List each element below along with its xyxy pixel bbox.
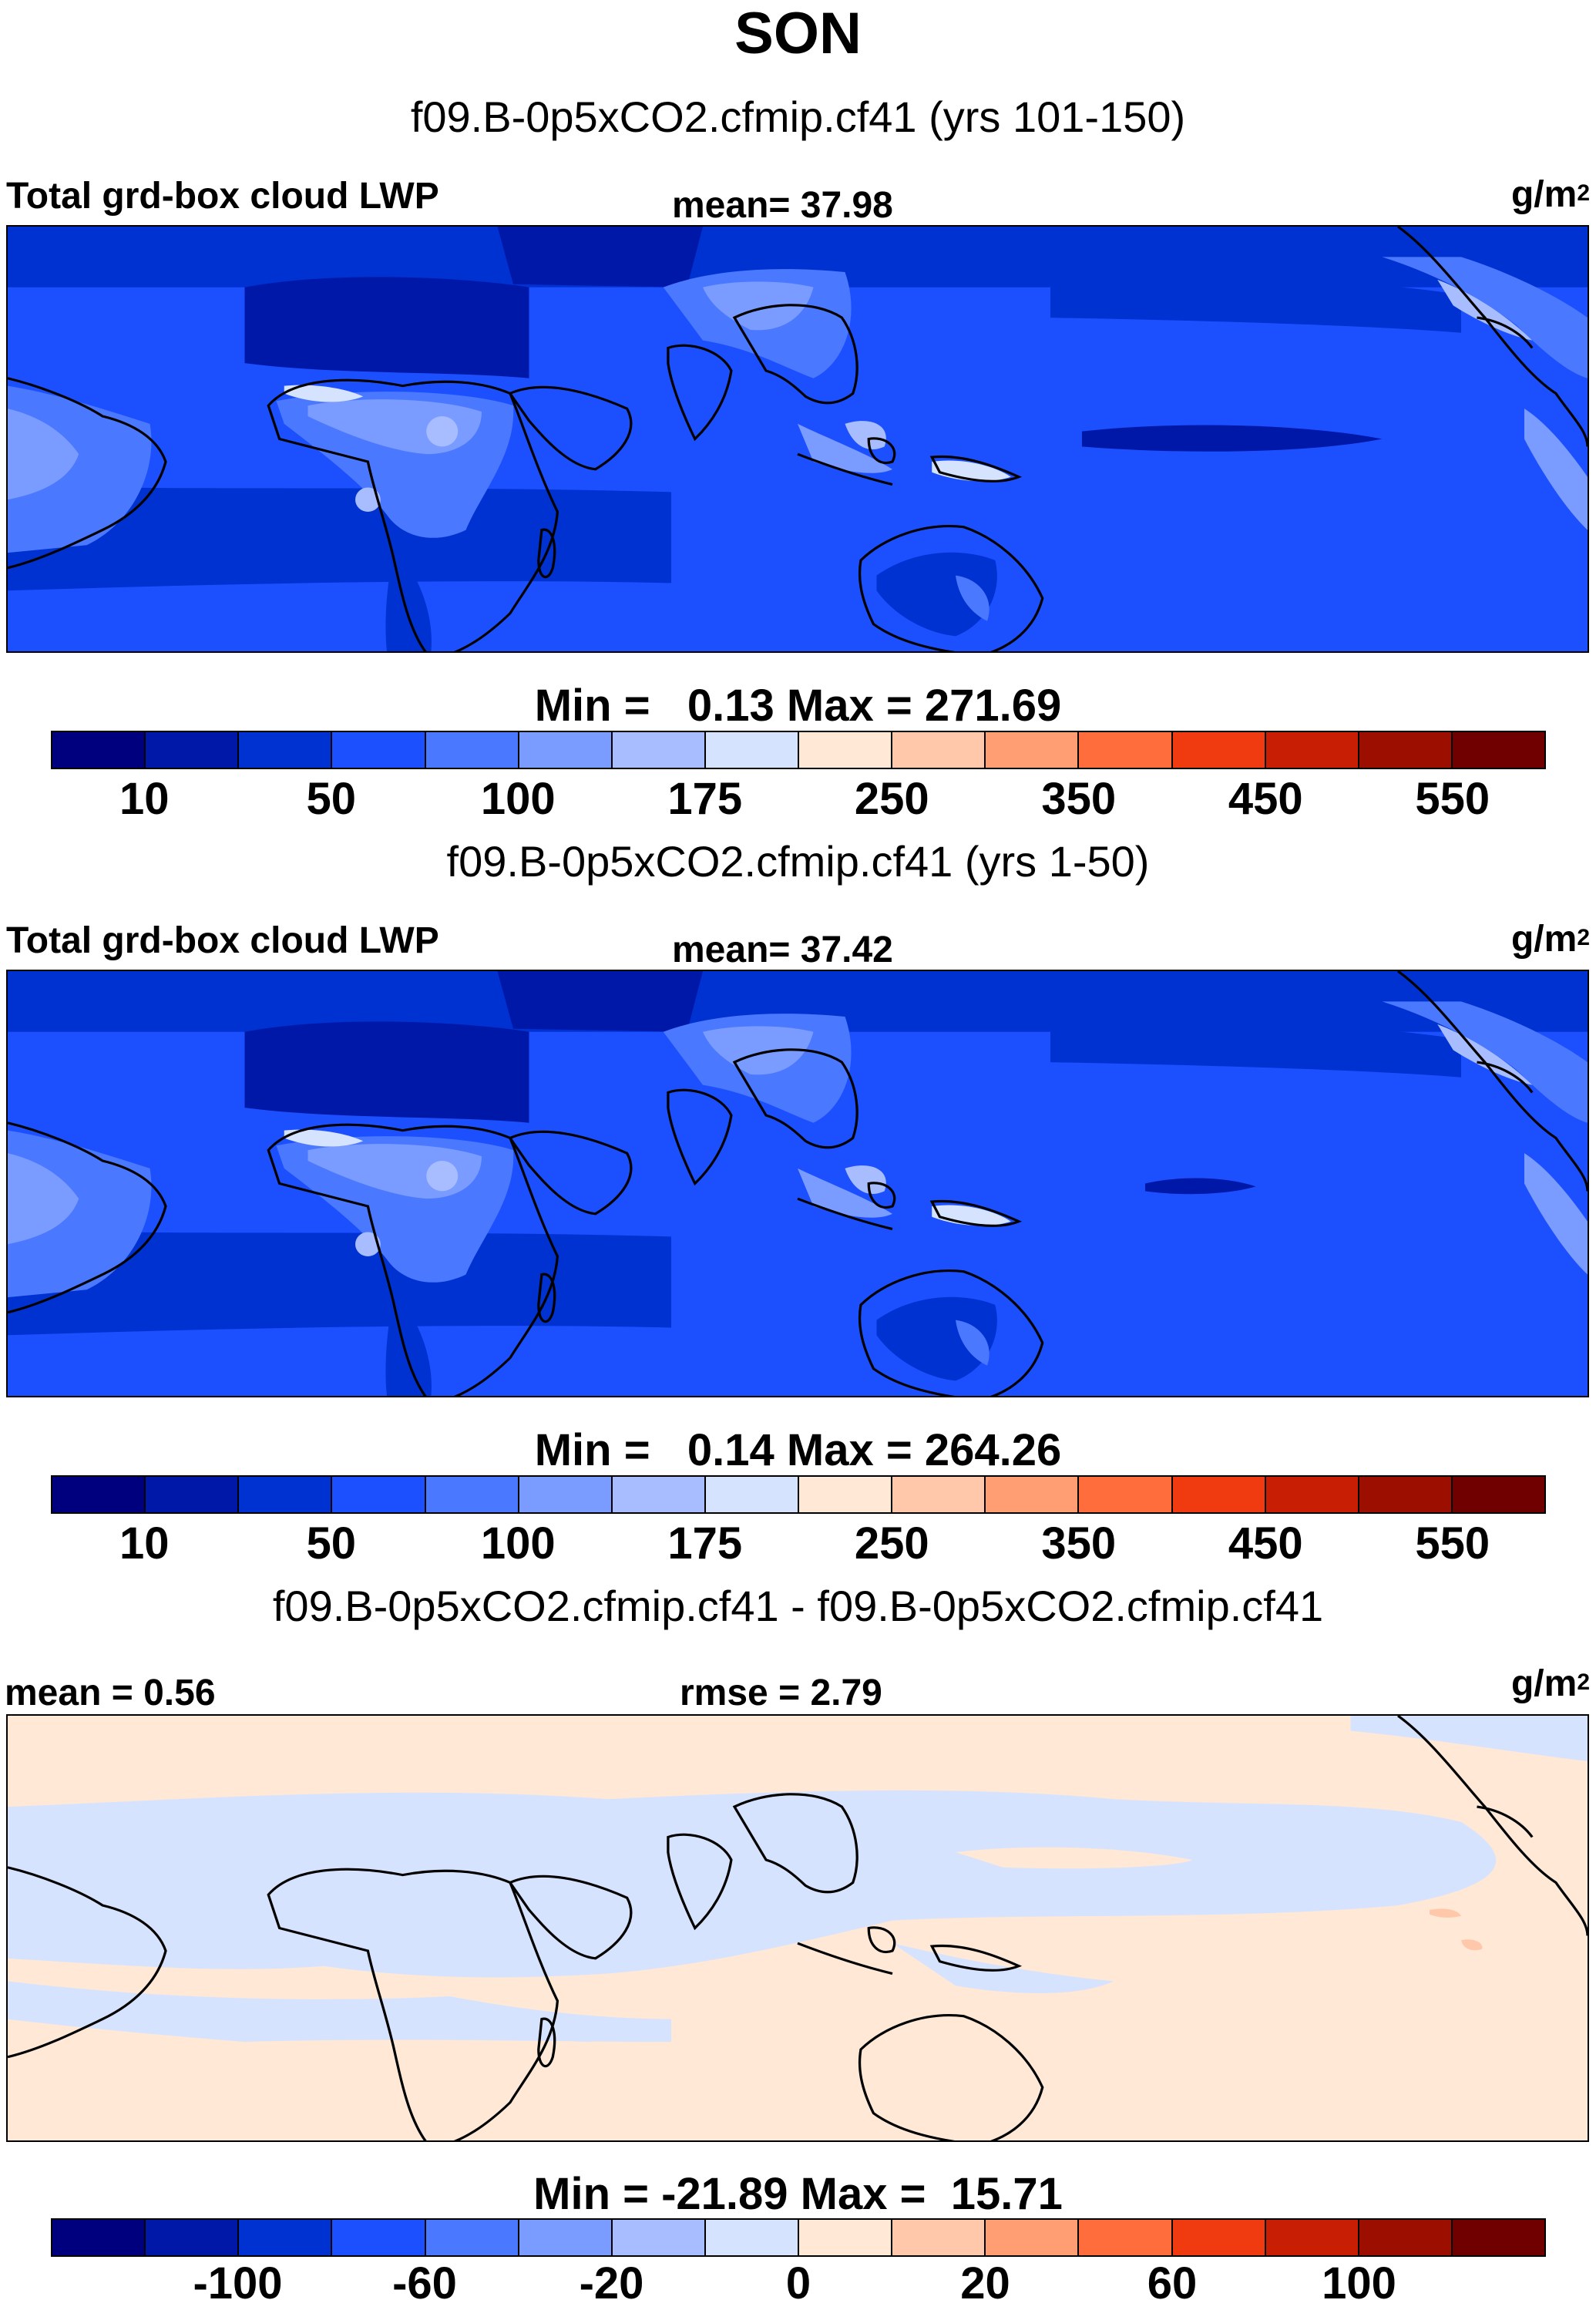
colorbar-tick-label: 50 — [306, 774, 357, 824]
panel-3-minmax: Min = -21.89 Max = 15.71 — [533, 2169, 1063, 2219]
colorbar-tick-label: -20 — [579, 2258, 644, 2308]
colorbar-segment — [146, 2220, 240, 2255]
colorbar-segment — [332, 1477, 426, 1512]
colorbar-segment — [612, 2220, 706, 2255]
colorbar-segment — [519, 1477, 613, 1512]
panel-2-variable-label: Total grd-box cloud LWP — [6, 920, 439, 961]
panel-1-map — [6, 225, 1589, 653]
panel-3-map — [6, 1714, 1589, 2142]
colorbar-segment — [1265, 1477, 1359, 1512]
panel-1-colorbar-ticks: 10 50 100 175 250 350 450 550 — [51, 774, 1546, 825]
panel-3-rmse-label: rmse = 2.79 — [680, 1673, 882, 1713]
panel-3-colorbar — [51, 2218, 1546, 2257]
colorbar-tick-label: -100 — [193, 2258, 283, 2308]
colorbar-tick-label: 60 — [1147, 2258, 1198, 2308]
colorbar-tick-label: 550 — [1415, 1518, 1490, 1569]
panel-3-units: g/m2 — [1510, 1663, 1590, 1704]
colorbar-tick-label: 20 — [960, 2258, 1010, 2308]
panel-2-minmax: Min = 0.14 Max = 264.26 — [534, 1425, 1062, 1475]
colorbar-tick-label: 175 — [667, 774, 743, 824]
colorbar-tick-label: 0 — [785, 2258, 811, 2308]
colorbar-segment — [52, 2220, 146, 2255]
colorbar-segment — [1079, 1477, 1173, 1512]
colorbar-segment — [1265, 732, 1359, 768]
panel-1-variable-label: Total grd-box cloud LWP — [6, 176, 439, 217]
colorbar-segment — [799, 732, 893, 768]
colorbar-segment — [986, 732, 1080, 768]
colorbar-tick-label: 250 — [854, 1518, 929, 1569]
colorbar-segment — [1359, 2220, 1453, 2255]
colorbar-tick-label: 10 — [119, 1518, 170, 1569]
colorbar-segment — [1079, 732, 1173, 768]
colorbar-segment — [239, 2220, 333, 2255]
colorbar-segment — [1452, 732, 1544, 768]
panel-1-mean-label: mean= 37.98 — [672, 185, 893, 226]
panel-2-map — [6, 970, 1589, 1397]
colorbar-tick-label: 100 — [480, 774, 556, 824]
colorbar-segment — [332, 732, 426, 768]
colorbar-segment — [146, 1477, 240, 1512]
panel-1-colorbar — [51, 731, 1546, 769]
colorbar-tick-label: 450 — [1228, 1518, 1303, 1569]
colorbar-segment — [1172, 2220, 1266, 2255]
colorbar-tick-label: 350 — [1041, 774, 1117, 824]
panel-1-case-title: f09.B-0p5xCO2.cfmip.cf41 (yrs 101-150) — [410, 92, 1186, 141]
panel-2-colorbar — [51, 1475, 1546, 1514]
colorbar-tick-label: 100 — [480, 1518, 556, 1569]
colorbar-tick-label: 50 — [306, 1518, 357, 1569]
colorbar-segment — [332, 2220, 426, 2255]
colorbar-tick-label: 350 — [1041, 1518, 1117, 1569]
colorbar-segment — [705, 732, 799, 768]
colorbar-segment — [52, 732, 146, 768]
colorbar-segment — [239, 732, 333, 768]
colorbar-segment — [1452, 2220, 1544, 2255]
colorbar-segment — [705, 1477, 799, 1512]
colorbar-segment — [239, 1477, 333, 1512]
colorbar-segment — [1359, 1477, 1453, 1512]
panel-2-mean-label: mean= 37.42 — [672, 930, 893, 970]
colorbar-segment — [612, 1477, 706, 1512]
colorbar-segment — [799, 1477, 893, 1512]
page-title: SON — [734, 1, 862, 66]
colorbar-tick-label: 450 — [1228, 774, 1303, 824]
colorbar-segment — [425, 1477, 519, 1512]
panel-2-case-title: f09.B-0p5xCO2.cfmip.cf41 (yrs 1-50) — [446, 837, 1150, 886]
colorbar-segment — [519, 732, 613, 768]
colorbar-segment — [146, 732, 240, 768]
colorbar-segment — [425, 732, 519, 768]
colorbar-segment — [892, 732, 986, 768]
colorbar-tick-label: -60 — [392, 2258, 457, 2308]
panel-1-units: g/m2 — [1510, 174, 1590, 215]
colorbar-segment — [892, 1477, 986, 1512]
panel-2-units: g/m2 — [1510, 919, 1590, 960]
panel-1-minmax: Min = 0.13 Max = 271.69 — [534, 681, 1062, 731]
colorbar-tick-label: 100 — [1322, 2258, 1396, 2308]
colorbar-segment — [519, 2220, 613, 2255]
colorbar-segment — [52, 1477, 146, 1512]
colorbar-segment — [1172, 732, 1266, 768]
colorbar-tick-label: 550 — [1415, 774, 1490, 824]
colorbar-segment — [986, 1477, 1080, 1512]
colorbar-segment — [1452, 1477, 1544, 1512]
panel-3-mean-label: mean = 0.56 — [5, 1673, 216, 1713]
panel-3-colorbar-ticks: -100 -60 -20 0 20 60 100 — [51, 2258, 1546, 2309]
colorbar-segment — [986, 2220, 1080, 2255]
panel-3-case-title: f09.B-0p5xCO2.cfmip.cf41 - f09.B-0p5xCO2… — [272, 1582, 1324, 1630]
colorbar-tick-label: 175 — [667, 1518, 743, 1569]
colorbar-segment — [892, 2220, 986, 2255]
colorbar-tick-label: 10 — [119, 774, 170, 824]
colorbar-segment — [1079, 2220, 1173, 2255]
colorbar-segment — [425, 2220, 519, 2255]
colorbar-segment — [1265, 2220, 1359, 2255]
colorbar-segment — [705, 2220, 799, 2255]
colorbar-segment — [1172, 1477, 1266, 1512]
colorbar-segment — [612, 732, 706, 768]
colorbar-segment — [1359, 732, 1453, 768]
colorbar-segment — [799, 2220, 893, 2255]
colorbar-tick-label: 250 — [854, 774, 929, 824]
panel-2-colorbar-ticks: 10 50 100 175 250 350 450 550 — [51, 1518, 1546, 1569]
